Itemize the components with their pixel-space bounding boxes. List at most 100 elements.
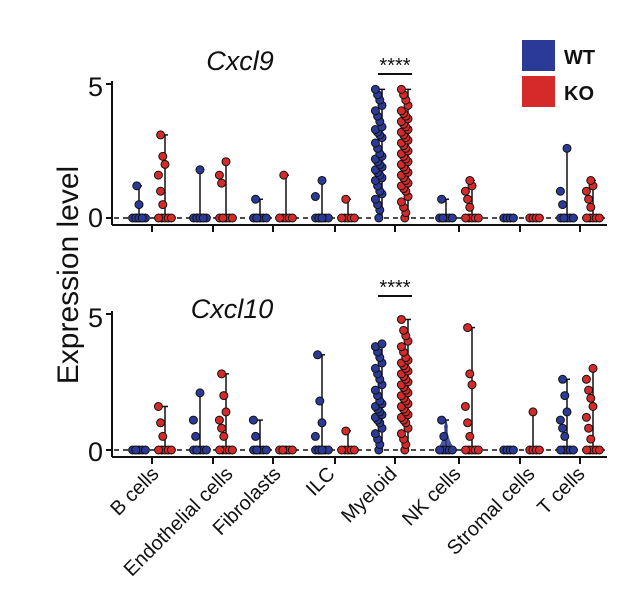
data-point-wt-fibrolasts	[248, 415, 258, 425]
data-point-wt-b-cells	[137, 213, 147, 223]
data-point-ko-nk-cells	[460, 401, 470, 411]
data-point-ko-endothelial-cells	[227, 445, 237, 455]
data-point-wt-endothelial-cells	[195, 165, 205, 175]
data-point-wt-endothelial-cells	[191, 431, 201, 441]
data-point-wt-endothelial-cells	[188, 415, 198, 425]
data-point-ko-b-cells	[166, 213, 176, 223]
data-point-wt-myeloid	[370, 385, 380, 395]
data-point-wt-ilc	[317, 213, 327, 223]
data-point-ko-b-cells	[153, 170, 163, 180]
data-point-wt-t-cells	[558, 374, 568, 384]
data-point-wt-ilc	[310, 192, 320, 202]
data-point-ko-nk-cells	[463, 418, 473, 428]
data-point-wt-t-cells	[555, 186, 565, 196]
data-point-ko-ilc	[341, 194, 351, 204]
data-point-ko-nk-cells	[463, 323, 473, 333]
data-point-ko-b-cells	[154, 213, 164, 223]
data-point-wt-ilc	[317, 418, 327, 428]
data-point-wt-b-cells	[140, 445, 150, 455]
data-point-wt-t-cells	[559, 213, 569, 223]
data-point-wt-endothelial-cells	[195, 388, 205, 398]
data-point-ko-t-cells	[594, 445, 604, 455]
data-point-wt-myeloid	[370, 106, 380, 116]
significance-label-cxcl9: ****	[379, 55, 410, 77]
data-point-wt-fibrolasts	[261, 213, 271, 223]
data-point-wt-ilc	[310, 431, 320, 441]
data-point-wt-t-cells	[555, 415, 565, 425]
y-tick-label: 0	[88, 437, 103, 467]
panel-cxcl10: Cxcl10 5 0 ****	[88, 277, 607, 467]
data-point-ko-b-cells	[156, 186, 166, 196]
data-point-wt-fibrolasts	[252, 445, 262, 455]
data-point-ko-b-cells	[154, 445, 164, 455]
data-point-wt-t-cells	[560, 431, 570, 441]
data-point-ko-t-cells	[586, 202, 596, 212]
data-point-ko-t-cells	[594, 213, 604, 223]
data-point-ko-ilc	[337, 445, 347, 455]
data-point-wt-nk-cells	[437, 415, 447, 425]
data-point-wt-t-cells	[562, 407, 572, 417]
data-point-wt-myeloid	[370, 429, 380, 439]
data-point-ko-nk-cells	[465, 369, 475, 379]
data-point-ko-nk-cells	[461, 213, 471, 223]
data-point-ko-stromal-cells	[534, 213, 544, 223]
panel-title-cxcl9: Cxcl9	[206, 46, 274, 76]
data-point-wt-myeloid	[370, 194, 380, 204]
data-point-ko-ilc	[349, 445, 359, 455]
data-point-wt-t-cells	[562, 143, 572, 153]
data-point-ko-t-cells	[586, 175, 596, 185]
data-point-ko-myeloid	[396, 106, 406, 116]
data-point-ko-b-cells	[158, 151, 168, 161]
x-tick-label-myeloid: Myeloid	[337, 463, 401, 527]
data-point-ko-t-cells	[581, 374, 591, 384]
data-point-ko-endothelial-cells	[215, 445, 225, 455]
data-point-ko-myeloid	[396, 314, 406, 324]
data-point-ko-myeloid	[396, 84, 406, 94]
x-tick-label-nk-cells: NK cells	[398, 463, 465, 530]
data-point-ko-t-cells	[586, 434, 596, 444]
data-point-ko-endothelial-cells	[217, 423, 227, 433]
y-tick-label: 5	[88, 303, 103, 333]
data-point-ko-b-cells	[166, 445, 176, 455]
significance-label-cxcl10: ****	[379, 277, 410, 299]
data-point-ko-myeloid	[399, 325, 409, 335]
data-point-ko-endothelial-cells	[218, 213, 228, 223]
data-point-ko-endothelial-cells	[217, 178, 227, 188]
legend-swatch-ko	[522, 76, 555, 107]
data-point-wt-myeloid	[370, 363, 380, 373]
data-point-ko-stromal-cells	[534, 445, 544, 455]
legend-label-ko: KO	[564, 83, 594, 105]
data-point-wt-nk-cells	[437, 194, 447, 204]
x-tick-label-t-cells: T cells	[533, 463, 589, 519]
data-point-wt-myeloid	[370, 138, 380, 148]
data-point-ko-nk-cells	[465, 202, 475, 212]
data-point-ko-fibrolasts	[287, 213, 297, 223]
y-tick-label: 0	[88, 203, 103, 233]
data-point-wt-endothelial-cells	[198, 213, 208, 223]
data-point-wt-t-cells	[568, 213, 578, 223]
data-point-wt-ilc	[315, 396, 325, 406]
data-point-ko-myeloid	[396, 429, 406, 439]
data-point-ko-t-cells	[584, 385, 594, 395]
data-point-ko-t-cells	[582, 445, 592, 455]
data-point-ko-ilc	[337, 213, 347, 223]
data-point-wt-b-cells	[132, 181, 142, 191]
legend: WT KO	[522, 40, 595, 107]
data-point-ko-myeloid	[396, 342, 406, 352]
data-point-ko-b-cells	[158, 431, 168, 441]
data-point-ko-endothelial-cells	[217, 369, 227, 379]
data-point-ko-stromal-cells	[528, 407, 538, 417]
data-point-ko-fibrolasts	[278, 445, 288, 455]
data-point-wt-myeloid	[377, 339, 387, 349]
data-point-ko-nk-cells	[473, 445, 483, 455]
x-tick-label-b-cells: B cells	[106, 463, 163, 520]
data-point-ko-nk-cells	[460, 186, 470, 196]
x-axis-labels: B cells Endothelial cells Fibrolasts ILC…	[106, 463, 589, 581]
data-point-ko-fibrolasts	[275, 213, 285, 223]
data-point-ko-nk-cells	[461, 445, 471, 455]
y-tick-label: 5	[88, 72, 103, 102]
data-point-ko-t-cells	[582, 213, 592, 223]
legend-label-wt: WT	[564, 47, 595, 69]
